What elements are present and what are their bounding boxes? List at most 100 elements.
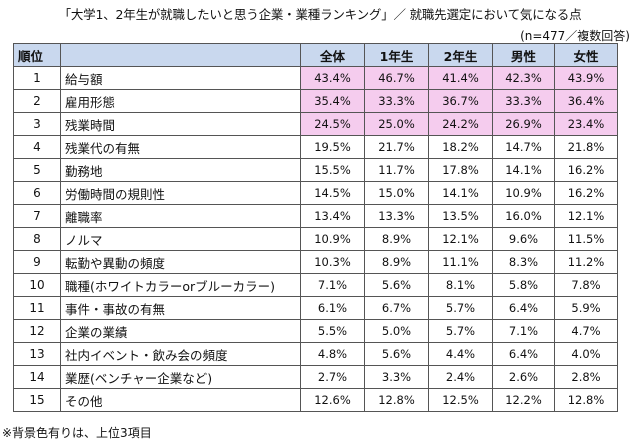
cell-rank: 10 — [13, 273, 61, 297]
table-row: 5 勤務地 15.5% 11.7% 17.8% 14.1% 16.2% — [13, 158, 618, 182]
cell-all: 5.5% — [300, 319, 365, 343]
table-row: 6 労働時間の規則性 14.5% 15.0% 14.1% 10.9% 16.2% — [13, 181, 618, 205]
cell-year2: 8.1% — [428, 273, 493, 297]
cell-female: 11.2% — [554, 250, 618, 274]
cell-item: その他 — [60, 388, 301, 412]
cell-year1: 11.7% — [364, 158, 429, 182]
table-row: 4 残業代の有無 19.5% 21.7% 18.2% 14.7% 21.8% — [13, 135, 618, 159]
cell-all: 12.6% — [300, 388, 365, 412]
header-year2: 2年生 — [428, 43, 493, 67]
cell-year1: 5.6% — [364, 273, 429, 297]
table-row: 2 雇用形態 35.4% 33.3% 36.7% 33.3% 36.4% — [13, 89, 618, 113]
header-row: 順位 全体 1年生 2年生 男性 女性 — [13, 43, 618, 67]
cell-female: 16.2% — [554, 181, 618, 205]
cell-female: 5.9% — [554, 296, 618, 320]
cell-all: 4.8% — [300, 342, 365, 366]
cell-all: 24.5% — [300, 112, 365, 136]
table-row: 8 ノルマ 10.9% 8.9% 12.1% 9.6% 11.5% — [13, 227, 618, 251]
cell-male: 14.1% — [492, 158, 555, 182]
cell-rank: 11 — [13, 296, 61, 320]
cell-year2: 4.4% — [428, 342, 493, 366]
cell-item: ノルマ — [60, 227, 301, 251]
cell-item: 業歴(ベンチャー企業など) — [60, 365, 301, 389]
cell-year2: 18.2% — [428, 135, 493, 159]
table-row: 13 社内イベント・飲み会の頻度 4.8% 5.6% 4.4% 6.4% 4.0% — [13, 342, 618, 366]
cell-male: 2.6% — [492, 365, 555, 389]
cell-year2: 12.5% — [428, 388, 493, 412]
cell-year1: 33.3% — [364, 89, 429, 113]
table-row: 15 その他 12.6% 12.8% 12.5% 12.2% 12.8% — [13, 388, 618, 412]
cell-item: 残業代の有無 — [60, 135, 301, 159]
cell-year1: 3.3% — [364, 365, 429, 389]
cell-item: 労働時間の規則性 — [60, 181, 301, 205]
cell-female: 11.5% — [554, 227, 618, 251]
cell-item: 雇用形態 — [60, 89, 301, 113]
cell-all: 35.4% — [300, 89, 365, 113]
cell-rank: 3 — [13, 112, 61, 136]
cell-year2: 11.1% — [428, 250, 493, 274]
cell-item: 勤務地 — [60, 158, 301, 182]
cell-rank: 5 — [13, 158, 61, 182]
cell-item: 給与額 — [60, 66, 301, 90]
cell-male: 26.9% — [492, 112, 555, 136]
cell-rank: 15 — [13, 388, 61, 412]
cell-male: 42.3% — [492, 66, 555, 90]
cell-rank: 1 — [13, 66, 61, 90]
cell-year2: 41.4% — [428, 66, 493, 90]
cell-rank: 6 — [13, 181, 61, 205]
table-row: 10 職種(ホワイトカラーorブルーカラー) 7.1% 5.6% 8.1% 5.8% 7.8… — [13, 273, 618, 297]
cell-male: 5.8% — [492, 273, 555, 297]
cell-male: 14.7% — [492, 135, 555, 159]
cell-male: 10.9% — [492, 181, 555, 205]
cell-female: 23.4% — [554, 112, 618, 136]
header-all: 全体 — [300, 43, 365, 67]
cell-male: 33.3% — [492, 89, 555, 113]
cell-year1: 25.0% — [364, 112, 429, 136]
table-row: 1 給与額 43.4% 46.7% 41.4% 42.3% 43.9% — [13, 66, 618, 90]
cell-year2: 36.7% — [428, 89, 493, 113]
cell-year1: 6.7% — [364, 296, 429, 320]
sample-size-note: (n=477／複数回答) — [520, 29, 630, 43]
cell-rank: 14 — [13, 365, 61, 389]
cell-all: 6.1% — [300, 296, 365, 320]
cell-year1: 21.7% — [364, 135, 429, 159]
cell-year1: 15.0% — [364, 181, 429, 205]
cell-rank: 9 — [13, 250, 61, 274]
cell-rank: 2 — [13, 89, 61, 113]
cell-item: 社内イベント・飲み会の頻度 — [60, 342, 301, 366]
cell-year2: 14.1% — [428, 181, 493, 205]
cell-item: 残業時間 — [60, 112, 301, 136]
cell-female: 4.0% — [554, 342, 618, 366]
cell-item: 転勤や異動の頻度 — [60, 250, 301, 274]
document-title: 「大学1、2年生が就職したいと思う企業・業種ランキング」／ 就職先選定において気… — [58, 7, 582, 22]
header-year1: 1年生 — [364, 43, 429, 67]
cell-item: 職種(ホワイトカラーorブルーカラー) — [60, 273, 301, 297]
cell-female: 2.8% — [554, 365, 618, 389]
cell-male: 16.0% — [492, 204, 555, 228]
cell-all: 10.9% — [300, 227, 365, 251]
table-row: 9 転勤や異動の頻度 10.3% 8.9% 11.1% 8.3% 11.2% — [13, 250, 618, 274]
cell-male: 6.4% — [492, 296, 555, 320]
cell-all: 2.7% — [300, 365, 365, 389]
cell-year2: 13.5% — [428, 204, 493, 228]
cell-female: 4.7% — [554, 319, 618, 343]
table-row: 7 離職率 13.4% 13.3% 13.5% 16.0% 12.1% — [13, 204, 618, 228]
cell-item: 企業の業績 — [60, 319, 301, 343]
table-row: 3 残業時間 24.5% 25.0% 24.2% 26.9% 23.4% — [13, 112, 618, 136]
cell-year2: 12.1% — [428, 227, 493, 251]
cell-year1: 8.9% — [364, 250, 429, 274]
cell-male: 6.4% — [492, 342, 555, 366]
cell-female: 21.8% — [554, 135, 618, 159]
cell-year1: 13.3% — [364, 204, 429, 228]
cell-male: 7.1% — [492, 319, 555, 343]
table-row: 11 事件・事故の有無 6.1% 6.7% 5.7% 6.4% 5.9% — [13, 296, 618, 320]
cell-item: 事件・事故の有無 — [60, 296, 301, 320]
cell-female: 12.1% — [554, 204, 618, 228]
cell-year1: 5.0% — [364, 319, 429, 343]
cell-rank: 13 — [13, 342, 61, 366]
cell-male: 12.2% — [492, 388, 555, 412]
cell-all: 13.4% — [300, 204, 365, 228]
cell-all: 14.5% — [300, 181, 365, 205]
cell-rank: 7 — [13, 204, 61, 228]
cell-female: 7.8% — [554, 273, 618, 297]
